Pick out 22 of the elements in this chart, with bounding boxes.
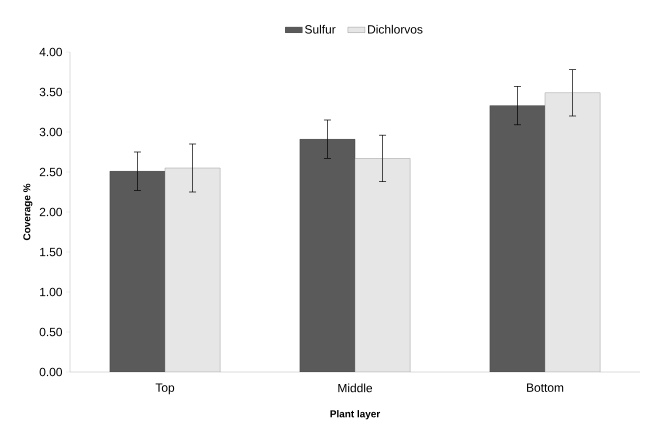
x-tick-label: Top [156,384,174,394]
x-tick-label: Bottom [527,384,564,392]
y-tick-label: 3.00 [40,128,62,136]
bar [490,105,546,372]
y-tick-label: 2.00 [40,208,62,216]
y-tick-label: 1.00 [40,288,62,296]
legend-label: Sulfur [305,24,336,34]
bar [110,171,166,372]
legend-label: Dichlorvos [368,24,422,34]
bar [354,158,410,372]
y-tick-label: 1.50 [40,248,62,256]
y-tick-label: 0.00 [40,368,62,376]
y-axis-title: Coverage % [23,184,32,240]
bar [544,92,600,372]
bar [300,139,356,372]
x-axis-title: Plant layer [330,410,380,420]
y-tick-label: 4.00 [39,48,62,56]
bar [164,168,220,372]
x-tick-label: Middle [338,384,372,392]
y-tick-label: 0.50 [40,328,62,336]
y-tick-label: 3.50 [40,88,62,96]
y-tick-label: 2.50 [40,168,62,176]
